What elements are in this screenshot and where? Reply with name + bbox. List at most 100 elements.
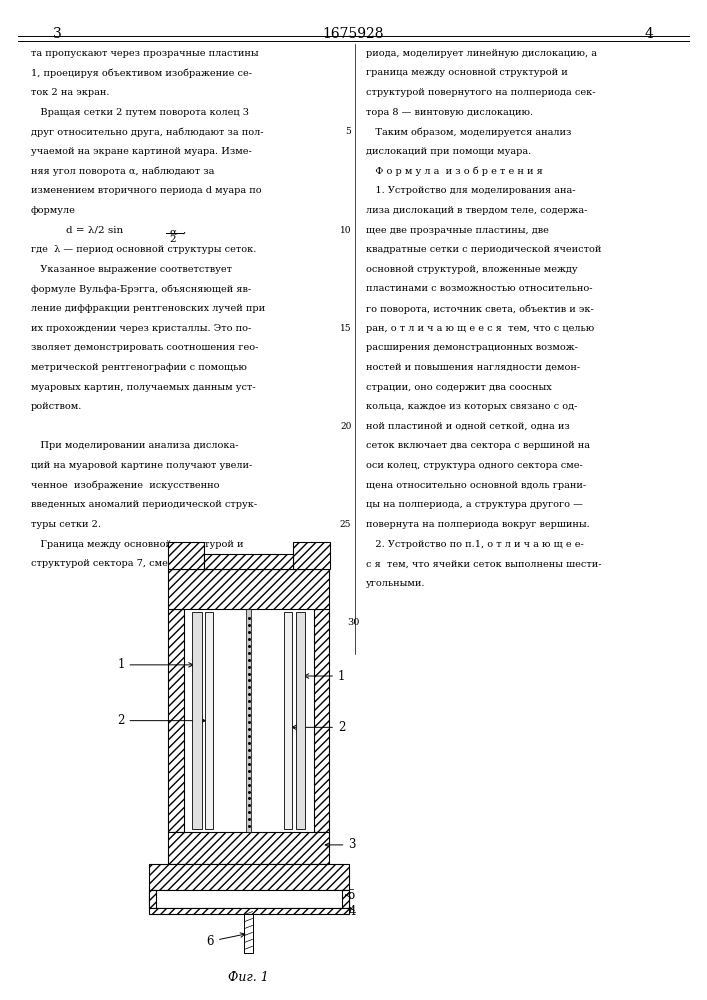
Bar (88, 579, 438, 936)
Text: риода, моделирует линейную дислокацию, а: риода, моделирует линейную дислокацию, а (366, 49, 597, 58)
Text: 2: 2 (292, 721, 345, 734)
Text: 5: 5 (346, 889, 356, 902)
Bar (192, 612, 202, 829)
Bar (168, 542, 204, 569)
Bar (341, 890, 349, 908)
Text: 30: 30 (347, 618, 360, 627)
Text: 5: 5 (346, 127, 351, 136)
Bar (284, 612, 292, 829)
Text: метрической рентгенографии с помощью: метрической рентгенографии с помощью (30, 363, 247, 372)
Bar (148, 890, 156, 908)
Bar (168, 609, 184, 832)
Text: формуле: формуле (30, 206, 76, 215)
Text: 1675928: 1675928 (323, 27, 384, 41)
Text: α: α (169, 227, 176, 236)
Bar (148, 908, 349, 914)
Text: ной пластиной и одной сеткой, одна из: ной пластиной и одной сеткой, одна из (366, 422, 570, 431)
Text: ,: , (183, 226, 186, 235)
Text: угольными.: угольными. (366, 579, 426, 588)
Text: Ф о р м у л а  и з о б р е т е н и я: Ф о р м у л а и з о б р е т е н и я (366, 167, 543, 176)
Bar (148, 864, 349, 890)
Text: структурой повернутого на полпериода сек-: структурой повернутого на полпериода сек… (366, 88, 595, 97)
Text: оси колец, структура одного сектора сме-: оси колец, структура одного сектора сме- (366, 461, 583, 470)
Text: 3: 3 (53, 27, 62, 41)
Bar (168, 609, 184, 832)
Text: Указанное выражение соответствует: Указанное выражение соответствует (30, 265, 232, 274)
Text: их прохождении через кристаллы. Это по-: их прохождении через кристаллы. Это по- (30, 324, 251, 333)
Text: 3: 3 (325, 838, 356, 851)
Text: кольца, каждое из которых связано с од-: кольца, каждое из которых связано с од- (366, 402, 578, 411)
Text: 10: 10 (340, 226, 351, 235)
Text: цы на полпериода, а структура другого —: цы на полпериода, а структура другого — (366, 500, 583, 509)
Text: 4: 4 (349, 905, 356, 918)
Text: с я  тем, что ячейки сеток выполнены шести-: с я тем, что ячейки сеток выполнены шест… (366, 559, 602, 568)
Bar (204, 554, 293, 569)
Bar (296, 612, 305, 829)
Bar (148, 890, 349, 908)
Text: Граница между основной структурой и: Граница между основной структурой и (30, 540, 243, 549)
Text: тора 8 — винтовую дислокацию.: тора 8 — винтовую дислокацию. (366, 108, 533, 117)
Text: щее две прозрачные пластины, две: щее две прозрачные пластины, две (366, 226, 549, 235)
Text: повернута на полпериода вокруг вершины.: повернута на полпериода вокруг вершины. (366, 520, 590, 529)
Text: ройством.: ройством. (30, 402, 82, 411)
Text: пластинами с возможностью относительно-: пластинами с возможностью относительно- (366, 284, 592, 293)
Text: структурой сектора 7, смещенного на полпе-: структурой сектора 7, смещенного на полп… (30, 559, 265, 568)
Text: няя угол поворота α, наблюдают за: няя угол поворота α, наблюдают за (30, 167, 214, 176)
Bar (148, 864, 349, 890)
Text: 20: 20 (340, 422, 351, 431)
Text: изменением вторичного периода d муара по: изменением вторичного периода d муара по (30, 186, 262, 195)
Text: формуле Вульфа-Брэгга, объясняющей яв-: формуле Вульфа-Брэгга, объясняющей яв- (30, 284, 251, 294)
Text: 2: 2 (117, 714, 205, 727)
Text: 15: 15 (340, 324, 351, 333)
Text: учаемой на экране картиной муара. Изме-: учаемой на экране картиной муара. Изме- (30, 147, 252, 156)
Text: 1, проецируя объективом изображение се-: 1, проецируя объективом изображение се- (30, 68, 252, 78)
Text: квадратные сетки с периодической ячеистой: квадратные сетки с периодической ячеисто… (366, 245, 602, 254)
Text: туры сетки 2.: туры сетки 2. (30, 520, 100, 529)
Bar (168, 542, 204, 569)
Text: 1: 1 (117, 658, 193, 671)
Text: граница между основной структурой и: граница между основной структурой и (366, 68, 568, 77)
Bar (168, 832, 329, 864)
Bar (293, 542, 329, 569)
Bar (293, 542, 329, 569)
Text: 2. Устройство по п.1, о т л и ч а ю щ е е-: 2. Устройство по п.1, о т л и ч а ю щ е … (366, 540, 584, 549)
Bar (341, 890, 349, 908)
Text: щена относительно основной вдоль грани-: щена относительно основной вдоль грани- (366, 481, 586, 490)
Bar (168, 832, 329, 864)
Text: Фиг. 1: Фиг. 1 (228, 971, 269, 984)
Text: ток 2 на экран.: ток 2 на экран. (30, 88, 109, 97)
Text: 2: 2 (169, 235, 175, 244)
Bar (184, 609, 314, 832)
Text: При моделировании анализа дислока-: При моделировании анализа дислока- (30, 441, 238, 450)
Text: дислокаций при помощи муара.: дислокаций при помощи муара. (366, 147, 532, 156)
Text: зволяет демонстрировать соотношения гео-: зволяет демонстрировать соотношения гео- (30, 343, 258, 352)
Bar (204, 554, 293, 569)
Text: ран, о т л и ч а ю щ е е с я  тем, что с целью: ран, о т л и ч а ю щ е е с я тем, что с … (366, 324, 595, 333)
Text: ностей и повышения наглядности демон-: ностей и повышения наглядности демон- (366, 363, 580, 372)
Text: 1. Устройство для моделирования ана-: 1. Устройство для моделирования ана- (366, 186, 575, 195)
Text: муаровых картин, получаемых данным уст-: муаровых картин, получаемых данным уст- (30, 383, 255, 392)
Text: друг относительно друга, наблюдают за пол-: друг относительно друга, наблюдают за по… (30, 127, 263, 137)
Bar (205, 612, 213, 829)
Text: Вращая сетки 2 путем поворота колец 3: Вращая сетки 2 путем поворота колец 3 (30, 108, 249, 117)
Text: d = λ/2 sin: d = λ/2 sin (66, 226, 123, 235)
Text: ление диффракции рентгеновских лучей при: ление диффракции рентгеновских лучей при (30, 304, 265, 313)
Text: ченное  изображение  искусственно: ченное изображение искусственно (30, 481, 219, 490)
Text: где  λ — период основной структуры сеток.: где λ — период основной структуры сеток. (30, 245, 256, 254)
Text: ций на муаровой картине получают увели-: ций на муаровой картине получают увели- (30, 461, 252, 470)
Text: основной структурой, вложенные между: основной структурой, вложенные между (366, 265, 578, 274)
Bar (246, 609, 251, 832)
Text: лиза дислокаций в твердом теле, содержа-: лиза дислокаций в твердом теле, содержа- (366, 206, 588, 215)
Text: Таким образом, моделируется анализ: Таким образом, моделируется анализ (366, 127, 571, 137)
Text: 4: 4 (645, 27, 654, 41)
Bar (148, 890, 156, 908)
Text: введенных аномалий периодической струк-: введенных аномалий периодической струк- (30, 500, 257, 509)
Text: 6: 6 (206, 933, 245, 948)
Bar (148, 908, 349, 914)
Text: расширения демонстрационных возмож-: расширения демонстрационных возмож- (366, 343, 578, 352)
Text: та пропускают через прозрачные пластины: та пропускают через прозрачные пластины (30, 49, 258, 58)
Text: го поворота, источник света, объектив и эк-: го поворота, источник света, объектив и … (366, 304, 594, 314)
Bar (168, 569, 329, 609)
Text: 25: 25 (340, 520, 351, 529)
Bar (314, 609, 329, 832)
